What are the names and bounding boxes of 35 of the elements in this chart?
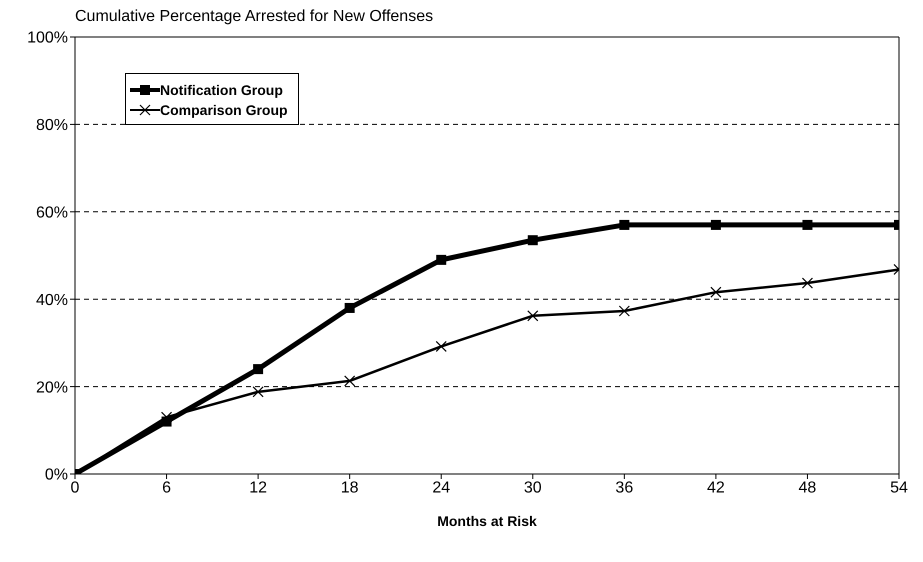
point	[252, 386, 264, 398]
y-tick-label: 60%	[36, 204, 68, 222]
legend-label: Notification Group	[160, 82, 283, 98]
point	[160, 412, 172, 423]
point	[253, 364, 264, 374]
point	[344, 302, 355, 313]
point	[802, 220, 812, 230]
point	[528, 235, 538, 246]
point	[710, 286, 722, 298]
x-tick-label: 24	[432, 479, 450, 496]
x-tick-label: 12	[249, 479, 268, 496]
point	[527, 310, 538, 322]
point	[618, 305, 630, 317]
y-tick-label: 40%	[36, 292, 68, 309]
y-tick-label: 80%	[36, 117, 68, 134]
x-tick-label: 30	[524, 479, 542, 496]
point	[344, 375, 356, 387]
y-tick-label: 0%	[44, 466, 68, 484]
x-tick-label: 0	[70, 479, 80, 496]
x-axis-title: Months at Risk	[437, 513, 537, 529]
x-tick-label: 54	[890, 479, 908, 496]
x-tick-label: 18	[340, 479, 359, 496]
x-tick-label: 36	[615, 479, 634, 496]
point	[619, 220, 630, 230]
y-tick-label: 100%	[27, 30, 68, 47]
x-tick-label: 48	[798, 479, 816, 496]
chart-title: Cumulative Percentage Arrested for New Offenses	[74, 8, 434, 27]
legend-label: Comparison Group	[160, 102, 288, 118]
x-tick-label: 42	[706, 479, 725, 496]
point	[802, 277, 814, 289]
y-tick-label: 20%	[36, 379, 68, 396]
point	[436, 254, 446, 265]
point	[436, 340, 447, 352]
point	[710, 220, 721, 230]
x-tick-label: 6	[162, 479, 172, 496]
